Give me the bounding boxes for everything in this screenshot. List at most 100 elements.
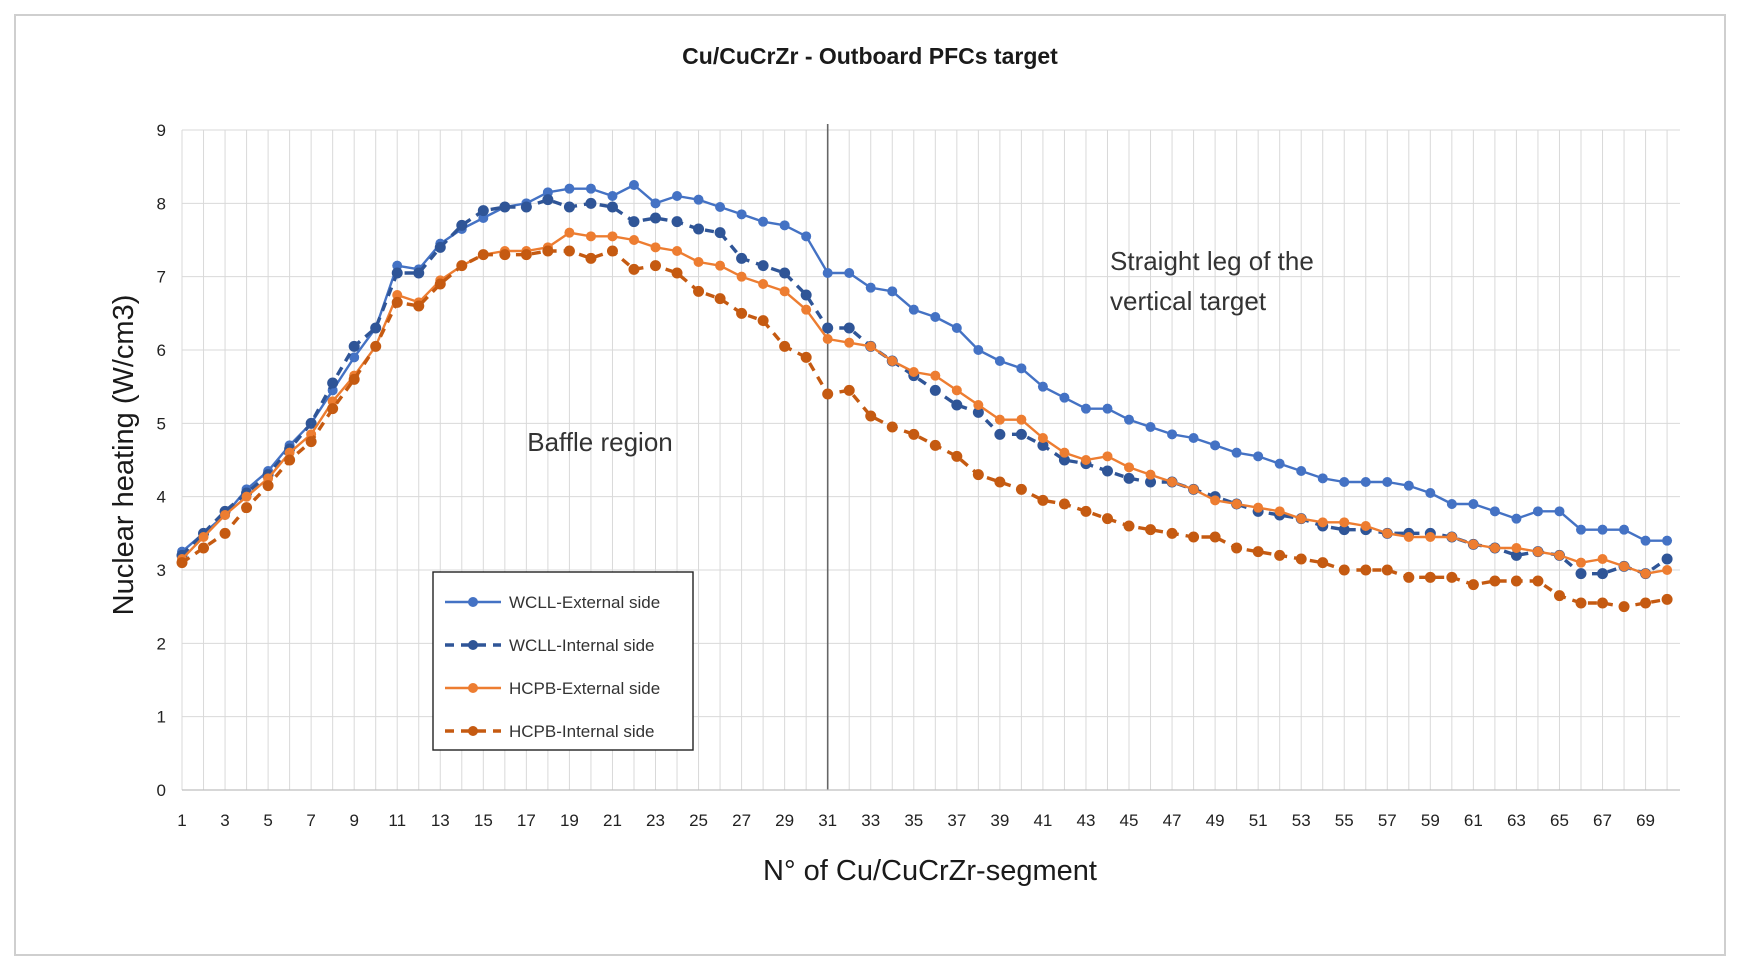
data-point: [1295, 553, 1307, 565]
data-point: [1532, 546, 1543, 557]
data-point: [650, 242, 661, 253]
x-tick-label: 29: [775, 811, 794, 830]
data-point: [563, 245, 575, 257]
data-point: [1403, 532, 1414, 542]
x-tick-label: 37: [947, 811, 966, 830]
data-point: [994, 356, 1005, 366]
data-point: [1489, 506, 1500, 517]
data-point: [241, 491, 252, 502]
x-tick-label: 63: [1507, 811, 1526, 830]
data-point: [1338, 524, 1350, 536]
data-point: [930, 312, 941, 322]
data-point: [779, 267, 791, 279]
data-point: [241, 502, 253, 514]
data-point: [607, 231, 618, 242]
data-point: [585, 231, 596, 242]
data-point: [1382, 477, 1393, 487]
data-point: [1425, 488, 1436, 498]
data-point: [779, 286, 790, 297]
baffle-region-annotation: Baffle region: [527, 427, 673, 457]
data-point: [327, 377, 339, 389]
data-point: [844, 268, 855, 278]
data-point: [198, 532, 209, 542]
data-point: [1015, 483, 1027, 495]
data-point: [929, 439, 941, 451]
y-tick-label: 8: [157, 194, 166, 213]
data-point: [693, 257, 704, 267]
data-point: [1446, 532, 1457, 542]
data-point: [305, 417, 317, 429]
data-point: [650, 260, 662, 272]
data-point: [779, 340, 791, 352]
data-point: [1016, 414, 1027, 425]
legend-swatch-marker: [468, 683, 478, 693]
y-tick-label: 3: [157, 561, 166, 580]
data-point: [1167, 477, 1178, 487]
data-point: [757, 315, 769, 327]
data-point: [1231, 542, 1243, 554]
data-point: [1167, 429, 1178, 440]
data-point: [973, 345, 984, 355]
data-point: [951, 385, 962, 396]
data-point: [930, 370, 941, 381]
data-point: [1080, 403, 1091, 414]
data-point: [1124, 462, 1135, 473]
series-layer: [176, 180, 1673, 613]
data-point: [1424, 571, 1436, 583]
x-tick-label: 67: [1593, 811, 1612, 830]
data-point: [1510, 549, 1522, 561]
data-point: [736, 252, 748, 264]
data-point: [284, 454, 296, 466]
data-point: [220, 510, 231, 520]
data-point: [1360, 564, 1372, 576]
data-point: [1339, 477, 1350, 487]
data-point: [1231, 499, 1242, 509]
data-point: [693, 223, 705, 235]
data-point: [865, 341, 876, 352]
data-point: [1575, 568, 1587, 580]
legend-swatch-marker: [468, 640, 478, 650]
data-point: [1058, 454, 1070, 466]
y-tick-label: 0: [157, 781, 166, 800]
data-point: [973, 400, 984, 410]
series-2: [177, 227, 1673, 579]
data-point: [1317, 473, 1328, 484]
data-point: [1252, 546, 1264, 558]
x-tick-label: 23: [646, 811, 665, 830]
data-point: [1468, 499, 1479, 509]
data-point: [887, 356, 898, 366]
data-point: [1037, 433, 1048, 443]
data-point: [1188, 433, 1199, 443]
data-point: [843, 384, 855, 396]
data-point: [1640, 535, 1651, 546]
data-point: [1511, 543, 1522, 553]
data-point: [1015, 428, 1027, 440]
data-point: [1425, 532, 1436, 542]
data-point: [1662, 565, 1673, 575]
data-point: [1468, 539, 1479, 550]
x-tick-label: 9: [349, 811, 358, 830]
data-point: [413, 267, 425, 279]
data-point: [951, 450, 963, 462]
legend-label: HCPB-External side: [509, 679, 660, 698]
data-point: [994, 476, 1006, 488]
data-point: [908, 428, 920, 440]
x-axis-label: N° of Cu/CuCrZr-segment: [763, 855, 1097, 887]
x-tick-label: 65: [1550, 811, 1569, 830]
data-point: [305, 436, 317, 448]
data-point: [434, 278, 446, 290]
data-point: [671, 216, 683, 228]
x-tick-label: 69: [1636, 811, 1655, 830]
data-point: [1446, 499, 1457, 509]
legend-label: WCLL-External side: [509, 593, 660, 612]
data-point: [693, 285, 705, 297]
data-point: [1554, 550, 1565, 561]
data-point: [887, 286, 898, 297]
data-point: [1489, 543, 1500, 553]
data-point: [1338, 564, 1350, 576]
data-point: [822, 322, 834, 334]
series-line: [181, 249, 1668, 609]
straight-leg-annotation-line1: Straight leg of the: [1110, 246, 1314, 276]
